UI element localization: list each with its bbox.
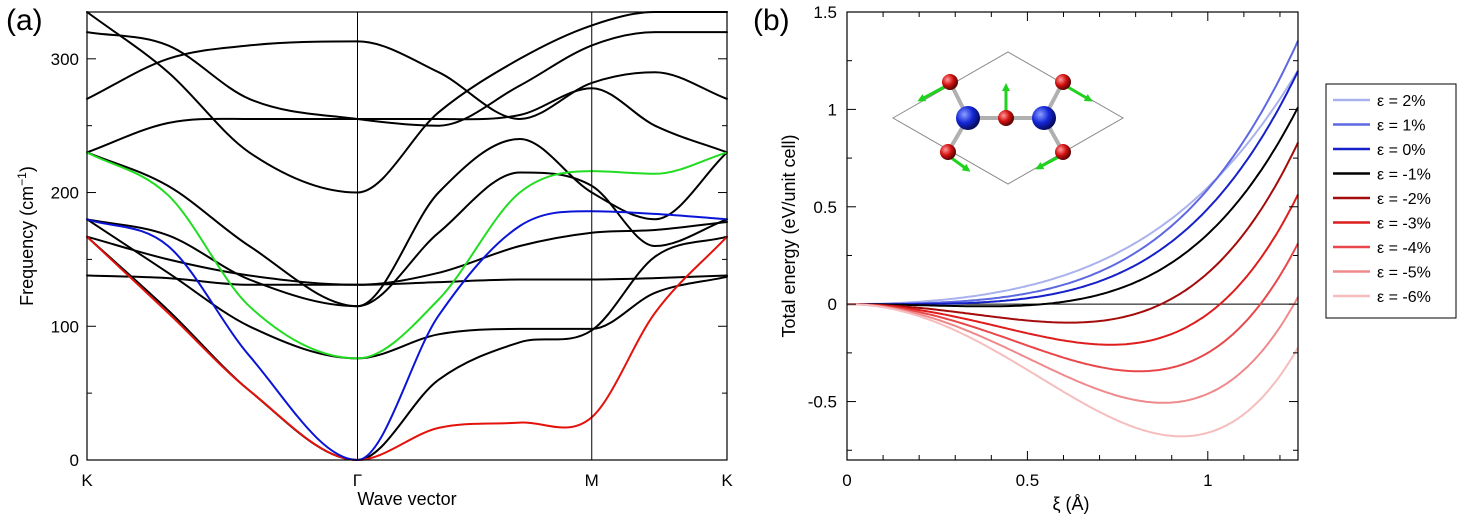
phonon-band-line — [86, 171, 728, 308]
legend-label: ε = -2% — [1377, 191, 1431, 208]
panel-b-ticks: 0 0.5 1 -0.5 0 0.5 1 1.5 — [808, 3, 1298, 490]
phonon-band-line — [86, 218, 728, 360]
energy-curve — [847, 142, 1299, 324]
phonon-band-line — [86, 274, 728, 286]
phonon-band-line — [86, 31, 728, 127]
legend-label: ε = -4% — [1377, 240, 1431, 257]
x-tick-label: 1 — [1203, 471, 1212, 490]
phonon-band-line — [86, 40, 728, 120]
energy-curve — [847, 193, 1299, 346]
y-tick-label: 0.5 — [813, 198, 837, 217]
panel-b: (b) 0 0.5 1 -0.5 0 0.5 1 1.5 ξ (Å) Total energy… — [753, 3, 1457, 514]
panel-a-y-axis-title: Frequency (cm−1) — [15, 166, 37, 306]
phonon-band-line — [86, 151, 728, 360]
legend-label: ε = -1% — [1377, 167, 1431, 184]
legend-label: ε = 2% — [1377, 93, 1426, 110]
energy-curve — [847, 296, 1299, 404]
ylabel-superscript: −1 — [15, 172, 29, 186]
arrow-icon — [1065, 84, 1093, 102]
x-tick-label: M — [585, 471, 599, 490]
y-tick-label: 300 — [51, 50, 79, 69]
y-tick-label: 100 — [51, 317, 79, 336]
phonon-band-line — [86, 10, 728, 194]
energy-curve — [847, 242, 1299, 373]
y-tick-label: 200 — [51, 184, 79, 203]
y-tick-label: 0 — [828, 295, 837, 314]
x-tick-label: K — [81, 471, 93, 490]
atom-small — [1055, 144, 1071, 160]
atom-small — [942, 74, 958, 90]
legend-items: ε = 2% ε = 1% ε = 0% ε = -1% ε = -2% ε = -3% ε… — [1333, 93, 1431, 306]
panel-b-label: (b) — [753, 4, 790, 37]
phonon-band-line — [86, 235, 728, 461]
panel-a-symmetry-lines — [356, 12, 593, 460]
phonon-band-line — [86, 210, 728, 461]
legend-label: ε = -5% — [1377, 265, 1431, 282]
energy-curve — [847, 70, 1299, 306]
legend-label: ε = -3% — [1377, 216, 1431, 233]
energy-curve — [847, 40, 1299, 306]
y-tick-label: -0.5 — [808, 393, 837, 412]
atom-small — [998, 110, 1014, 126]
panel-a-label: (a) — [6, 4, 43, 37]
unit-cell-outline — [891, 51, 1125, 185]
atom-large — [956, 106, 980, 130]
ylabel-main: Frequency (cm — [17, 186, 37, 306]
legend: ε = 2% ε = 1% ε = 0% ε = -1% ε = -2% ε = -3% ε… — [1325, 83, 1457, 319]
ylabel-close: ) — [17, 166, 37, 172]
legend-label: ε = 0% — [1377, 142, 1426, 159]
arrow-icon — [917, 84, 947, 102]
crystal-structure-inset — [891, 51, 1125, 185]
panel-a-frame — [86, 11, 728, 461]
phonon-band-line — [86, 221, 728, 286]
y-tick-label: 1.5 — [813, 3, 837, 22]
legend-label: ε = 1% — [1377, 118, 1426, 135]
panel-b-y-axis-title: Total energy (eV/unit cell) — [779, 134, 799, 337]
x-tick-label: 0.5 — [1016, 471, 1040, 490]
atom-small — [940, 144, 956, 160]
phonon-band-line — [86, 87, 728, 154]
panel-a-x-axis-title: Wave vector — [357, 489, 456, 509]
legend-box — [1325, 83, 1457, 319]
panel-b-x-axis-title: ξ (Å) — [1052, 494, 1089, 514]
panel-b-frame — [846, 11, 1299, 461]
legend-label: ε = -6% — [1377, 289, 1431, 306]
energy-curve — [847, 106, 1299, 308]
x-tick-label: 0 — [842, 471, 851, 490]
panel-a-y-ticks: 0 100 200 300 — [51, 50, 727, 470]
phonon-band-line — [86, 138, 728, 308]
atom-small — [1055, 74, 1071, 90]
y-tick-label: 1 — [828, 100, 837, 119]
panel-a-bands — [86, 10, 728, 461]
phonon-band-line — [86, 235, 728, 461]
x-tick-label: K — [721, 471, 733, 490]
panel-b-curves — [847, 40, 1299, 438]
y-tick-label: 0 — [70, 451, 79, 470]
panel-a: (a) 0 100 200 300 K Γ M K Wave vector Frequenc… — [6, 4, 733, 509]
energy-curve — [847, 303, 1299, 438]
atom-large — [1032, 106, 1056, 130]
x-tick-label: Γ — [353, 471, 362, 490]
